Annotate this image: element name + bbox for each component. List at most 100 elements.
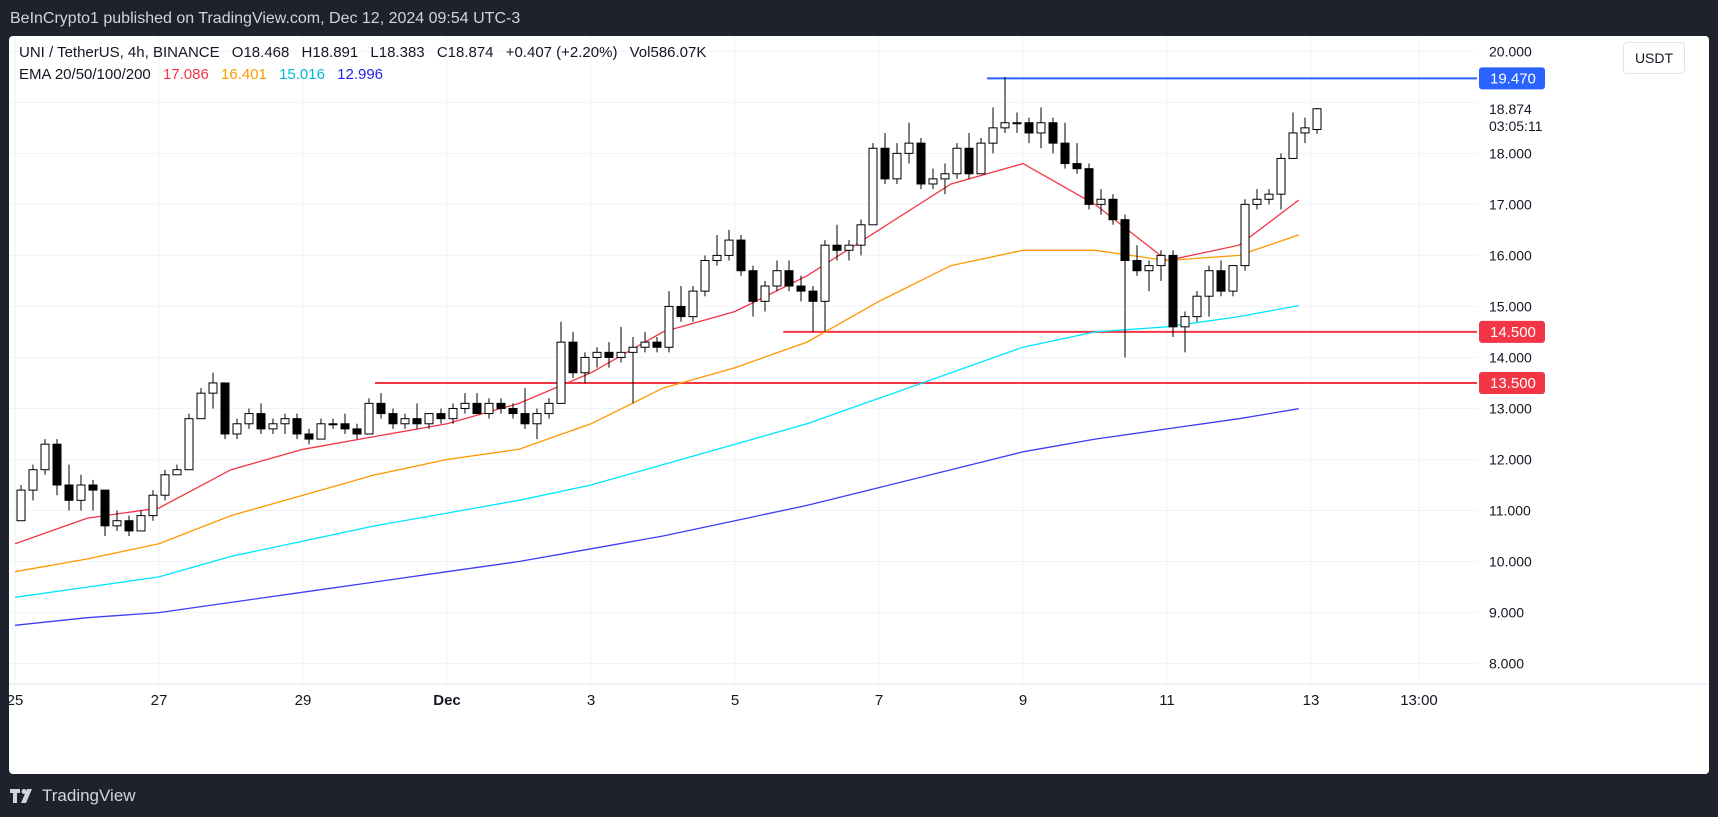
candle-up: [664, 305, 674, 348]
candle-down: [100, 489, 110, 527]
candle-down: [304, 433, 314, 440]
candle-down: [1132, 260, 1142, 272]
symbol-name[interactable]: UNI / TetherUS, 4h, BINANCE: [19, 44, 220, 61]
candle-up: [328, 423, 338, 426]
candle-down: [796, 285, 806, 292]
candle-down: [292, 418, 302, 435]
candle-down: [652, 341, 662, 348]
candle-up: [1276, 157, 1286, 195]
candle-down: [832, 244, 842, 251]
candle-up: [484, 402, 494, 415]
x-tick-label: 29: [295, 692, 312, 709]
candle-up: [1036, 122, 1046, 134]
candle-up: [580, 356, 590, 374]
level-badge-label: 19.470: [1490, 70, 1536, 87]
candle-up: [316, 423, 326, 440]
level-badge-label: 13.500: [1490, 375, 1536, 392]
price-chart[interactable]: 8.000 9.000 10.000 11.000 12.000 13.000 14.000…: [9, 36, 1709, 774]
x-tick-label: 7: [875, 692, 883, 709]
x-tick-label: 9: [1019, 692, 1027, 709]
currency-button[interactable]: USDT: [1623, 42, 1685, 74]
candle-down: [748, 270, 758, 302]
candle-up: [856, 224, 866, 246]
candle-up: [952, 147, 962, 175]
candle-up: [940, 173, 950, 180]
candle-up: [628, 346, 638, 353]
candle-up: [976, 142, 986, 175]
candle-down: [808, 290, 818, 302]
ema-line-ema20: [14, 162, 1300, 545]
candle-up: [616, 351, 626, 358]
candle-up: [1312, 108, 1322, 130]
level-badge-resistance: [1479, 67, 1545, 90]
ema-line-ema100: [14, 304, 1299, 598]
candle-up: [928, 178, 938, 185]
ema100-value: 15.016: [279, 66, 325, 83]
candle-up: [844, 244, 854, 251]
candle-up: [712, 254, 722, 262]
x-tick-label: 25: [9, 692, 23, 709]
candle-up: [688, 290, 698, 318]
candle-down: [604, 351, 614, 358]
candle-up: [592, 351, 602, 358]
price-axis-bg: [1477, 36, 1709, 774]
candle-down: [520, 413, 530, 425]
level-badge-support-1: [1479, 320, 1545, 343]
candle-up: [1156, 254, 1166, 267]
x-tick-label: Dec: [433, 692, 461, 709]
candle-up: [184, 418, 194, 471]
candle-up: [280, 418, 290, 425]
candle-up: [232, 423, 242, 435]
candle-down: [388, 413, 398, 425]
ema-legend: EMA 20/50/100/200 17.086 16.401 15.016 1…: [19, 66, 391, 83]
candle-up: [208, 382, 218, 394]
ohlc-low: L18.383: [370, 44, 425, 61]
y-tick-label: 13.000: [1489, 400, 1532, 416]
publisher-bar: BeInCrypto1 published on TradingView.com…: [0, 0, 1718, 36]
candle-down: [64, 484, 74, 501]
candle-up: [1192, 295, 1202, 318]
candle-up: [172, 469, 182, 476]
candle-up: [196, 392, 206, 420]
candle-up: [424, 413, 434, 425]
candle-down: [880, 147, 890, 180]
candle-up: [724, 239, 734, 256]
tradingview-brand[interactable]: TradingView: [10, 786, 136, 806]
ohlc-open: O18.468: [231, 44, 290, 61]
ema-label[interactable]: EMA 20/50/100/200: [19, 66, 151, 83]
candle-up: [28, 469, 38, 491]
candle-up: [988, 127, 998, 144]
candle-up: [1288, 132, 1298, 159]
y-tick-label: 10.000: [1489, 554, 1532, 570]
volume: Vol586.07K: [629, 44, 707, 61]
y-tick-label: 20.000: [1489, 43, 1532, 59]
x-tick-label: 13:00: [1400, 692, 1438, 709]
x-tick-label: 27: [151, 692, 168, 709]
candle-down: [124, 520, 134, 532]
candle-down: [1048, 122, 1058, 144]
candle-down: [1060, 142, 1070, 165]
candle-up: [400, 418, 410, 425]
candle-up: [556, 341, 566, 404]
candle-up: [16, 489, 26, 522]
candle-up: [244, 413, 254, 425]
candle-down: [784, 270, 794, 287]
y-tick-label: 14.000: [1489, 349, 1532, 365]
symbol-legend: UNI / TetherUS, 4h, BINANCE O18.468 H18.…: [19, 44, 714, 61]
candle-up: [544, 402, 554, 415]
y-tick-label: 9.000: [1489, 605, 1524, 621]
chart-panel[interactable]: 8.000 9.000 10.000 11.000 12.000 13.000 14.000…: [9, 36, 1709, 774]
candle-up: [760, 285, 770, 302]
x-tick-label: 11: [1159, 692, 1175, 709]
candle-down: [256, 413, 266, 430]
candle-up: [1252, 198, 1262, 205]
candle-up: [1240, 203, 1250, 267]
y-tick-label: 8.000: [1489, 656, 1524, 672]
candle-up: [136, 515, 146, 532]
level-badge-support-2: [1479, 371, 1545, 394]
candle-down: [964, 147, 974, 175]
candle-down: [1216, 270, 1226, 292]
candle-down: [376, 402, 386, 415]
candle-up: [148, 494, 158, 517]
x-tick-label: 3: [587, 692, 595, 709]
